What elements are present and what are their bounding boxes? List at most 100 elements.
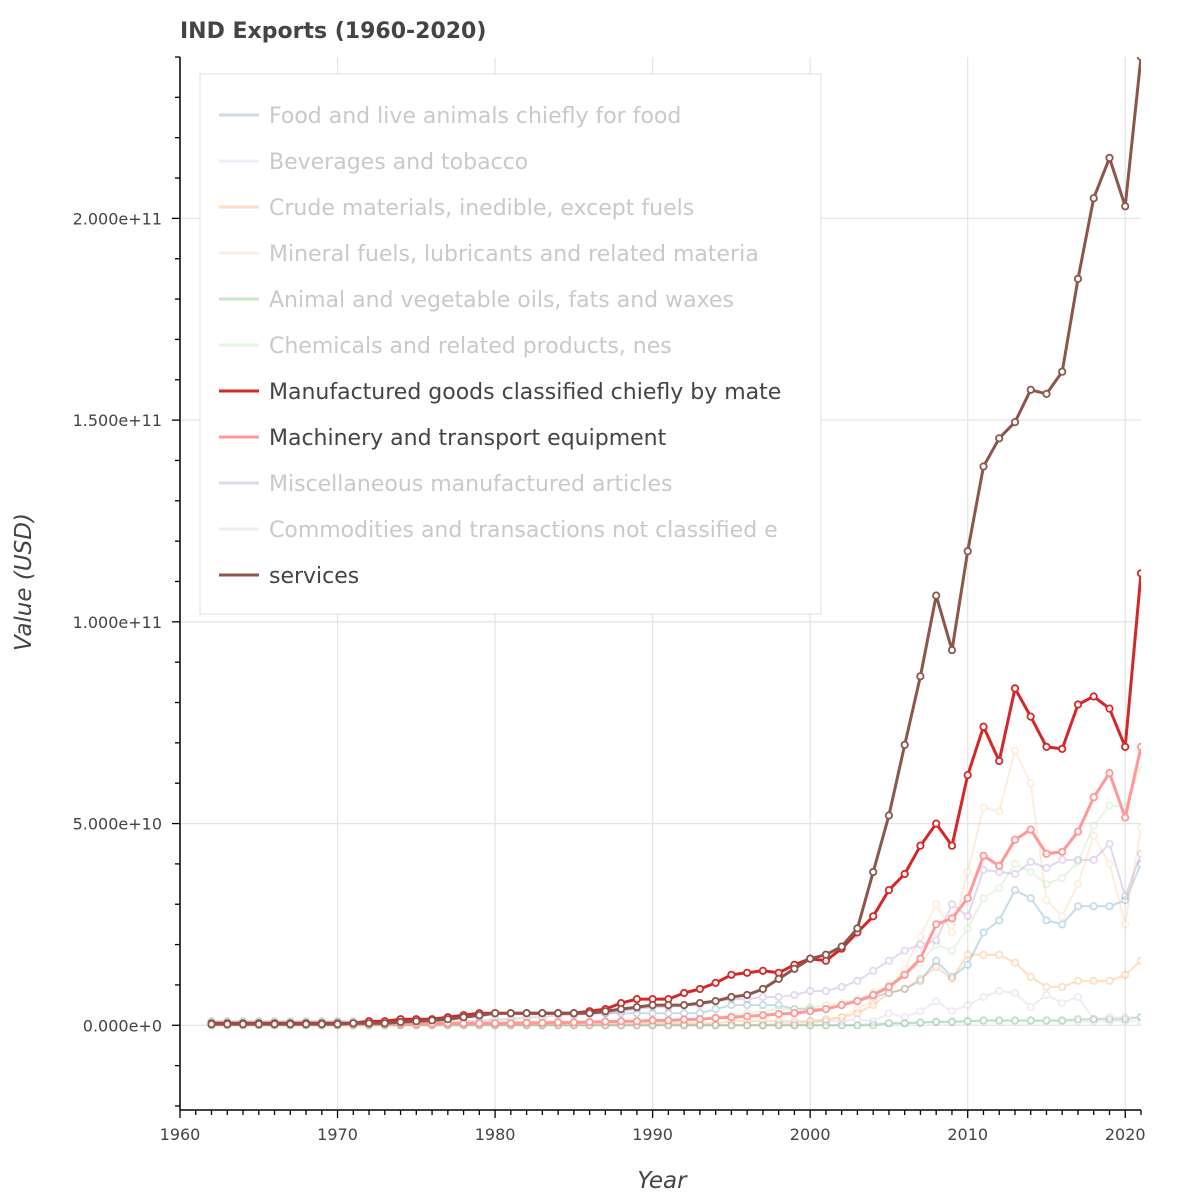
legend-label: services xyxy=(269,564,359,589)
series-mineral-fuels-lubricants-and-related-materia xyxy=(207,746,1141,1030)
data-point xyxy=(837,942,846,951)
data-point xyxy=(490,1009,500,1018)
data-point xyxy=(1136,57,1141,62)
data-point xyxy=(979,1017,988,1026)
data-point xyxy=(790,1021,799,1030)
legend-item[interactable]: Manufactured goods classified chiefly by… xyxy=(219,380,781,405)
data-point xyxy=(1058,873,1067,883)
data-point xyxy=(1026,972,1035,982)
data-point xyxy=(1010,1017,1020,1026)
data-point xyxy=(270,1019,279,1029)
data-point xyxy=(1042,916,1051,925)
legend-item[interactable]: Food and live animals chiefly for food xyxy=(219,104,681,129)
data-point xyxy=(869,867,878,877)
legend-item[interactable]: services xyxy=(219,564,359,589)
data-point xyxy=(963,770,972,780)
data-point xyxy=(947,928,957,937)
data-point xyxy=(821,950,831,959)
data-point xyxy=(601,1017,610,1026)
data-point xyxy=(932,996,941,1006)
data-point xyxy=(711,996,720,1006)
x-tick-label: 1970 xyxy=(317,1125,358,1144)
data-point xyxy=(900,984,909,994)
data-point xyxy=(727,970,736,979)
data-point xyxy=(742,1021,752,1030)
data-point xyxy=(869,990,878,1000)
legend-item[interactable]: Commodities and transactions not classif… xyxy=(219,518,778,543)
data-point xyxy=(979,803,988,812)
legend-item[interactable]: Miscellaneous manufactured articles xyxy=(219,472,672,497)
data-point xyxy=(1042,879,1051,889)
data-point xyxy=(1058,998,1067,1008)
data-point xyxy=(1058,1017,1067,1026)
data-point xyxy=(932,920,941,929)
data-point xyxy=(932,1017,941,1026)
legend-item[interactable]: Beverages and tobacco xyxy=(219,150,528,175)
data-point xyxy=(790,1019,799,1028)
data-point xyxy=(1010,746,1020,756)
data-point xyxy=(238,1019,248,1029)
series-crude-materials-inedible-except-fuels xyxy=(207,950,1141,1028)
data-point xyxy=(1105,704,1114,713)
data-point xyxy=(1042,1016,1051,1025)
data-point xyxy=(963,1017,972,1026)
data-point xyxy=(837,982,846,992)
data-point xyxy=(821,1017,831,1026)
data-point xyxy=(853,1015,862,1024)
data-point xyxy=(1026,1017,1035,1026)
data-point xyxy=(1121,1015,1130,1024)
data-point xyxy=(301,1019,311,1029)
y-tick-label: 0.000e+0 xyxy=(83,1016,162,1035)
data-point xyxy=(742,990,752,1000)
data-point xyxy=(286,1019,295,1029)
data-point xyxy=(758,1021,768,1030)
data-point xyxy=(837,1013,846,1022)
data-point xyxy=(900,970,909,979)
legend-label: Machinery and transport equipment xyxy=(269,426,667,451)
data-point xyxy=(995,1016,1004,1025)
series-miscellaneous-manufactured-articles xyxy=(207,839,1141,1028)
x-tick-label: 2000 xyxy=(790,1125,831,1144)
data-point xyxy=(995,883,1004,893)
data-point xyxy=(758,992,768,1002)
data-point xyxy=(916,841,925,850)
data-point xyxy=(995,916,1004,925)
data-point xyxy=(1026,1002,1035,1012)
data-point xyxy=(1042,990,1051,1000)
data-point xyxy=(506,1009,515,1018)
data-point xyxy=(711,1021,720,1030)
data-point xyxy=(963,867,972,877)
data-point xyxy=(995,861,1004,871)
data-point xyxy=(1010,684,1020,693)
data-point xyxy=(1136,1013,1141,1022)
y-tick-label: 1.000e+11 xyxy=(73,613,162,632)
data-point xyxy=(1089,194,1098,203)
legend-item[interactable]: Machinery and transport equipment xyxy=(219,426,667,451)
data-point xyxy=(932,956,941,965)
data-point xyxy=(806,1021,815,1030)
data-point xyxy=(758,984,768,994)
x-axis-label: Year xyxy=(637,1168,688,1194)
data-point xyxy=(538,1009,547,1018)
data-point xyxy=(569,1018,579,1027)
data-point xyxy=(1073,879,1083,889)
data-point xyxy=(1042,1017,1051,1026)
data-point xyxy=(821,1021,831,1030)
legend-item[interactable]: Mineral fuels, lubricants and related ma… xyxy=(219,242,759,267)
data-point xyxy=(695,1015,705,1024)
data-point xyxy=(1136,823,1141,832)
legend-item[interactable]: Animal and vegetable oils, fats and waxe… xyxy=(219,288,734,313)
data-point xyxy=(490,1019,500,1028)
data-point xyxy=(475,1019,484,1028)
y-axis-label: Value (USD) xyxy=(11,513,37,651)
legend-label: Mineral fuels, lubricants and related ma… xyxy=(269,242,759,267)
data-point xyxy=(916,976,925,986)
data-point xyxy=(1105,1013,1114,1022)
legend[interactable]: Food and live animals chiefly for food Be… xyxy=(199,73,822,615)
legend-item[interactable]: Chemicals and related products, nes xyxy=(219,334,672,359)
data-point xyxy=(979,462,988,471)
data-point xyxy=(443,1015,452,1024)
legend-item[interactable]: Crude materials, inedible, except fuels xyxy=(219,196,694,221)
data-point xyxy=(1073,976,1083,986)
data-point xyxy=(947,645,957,655)
